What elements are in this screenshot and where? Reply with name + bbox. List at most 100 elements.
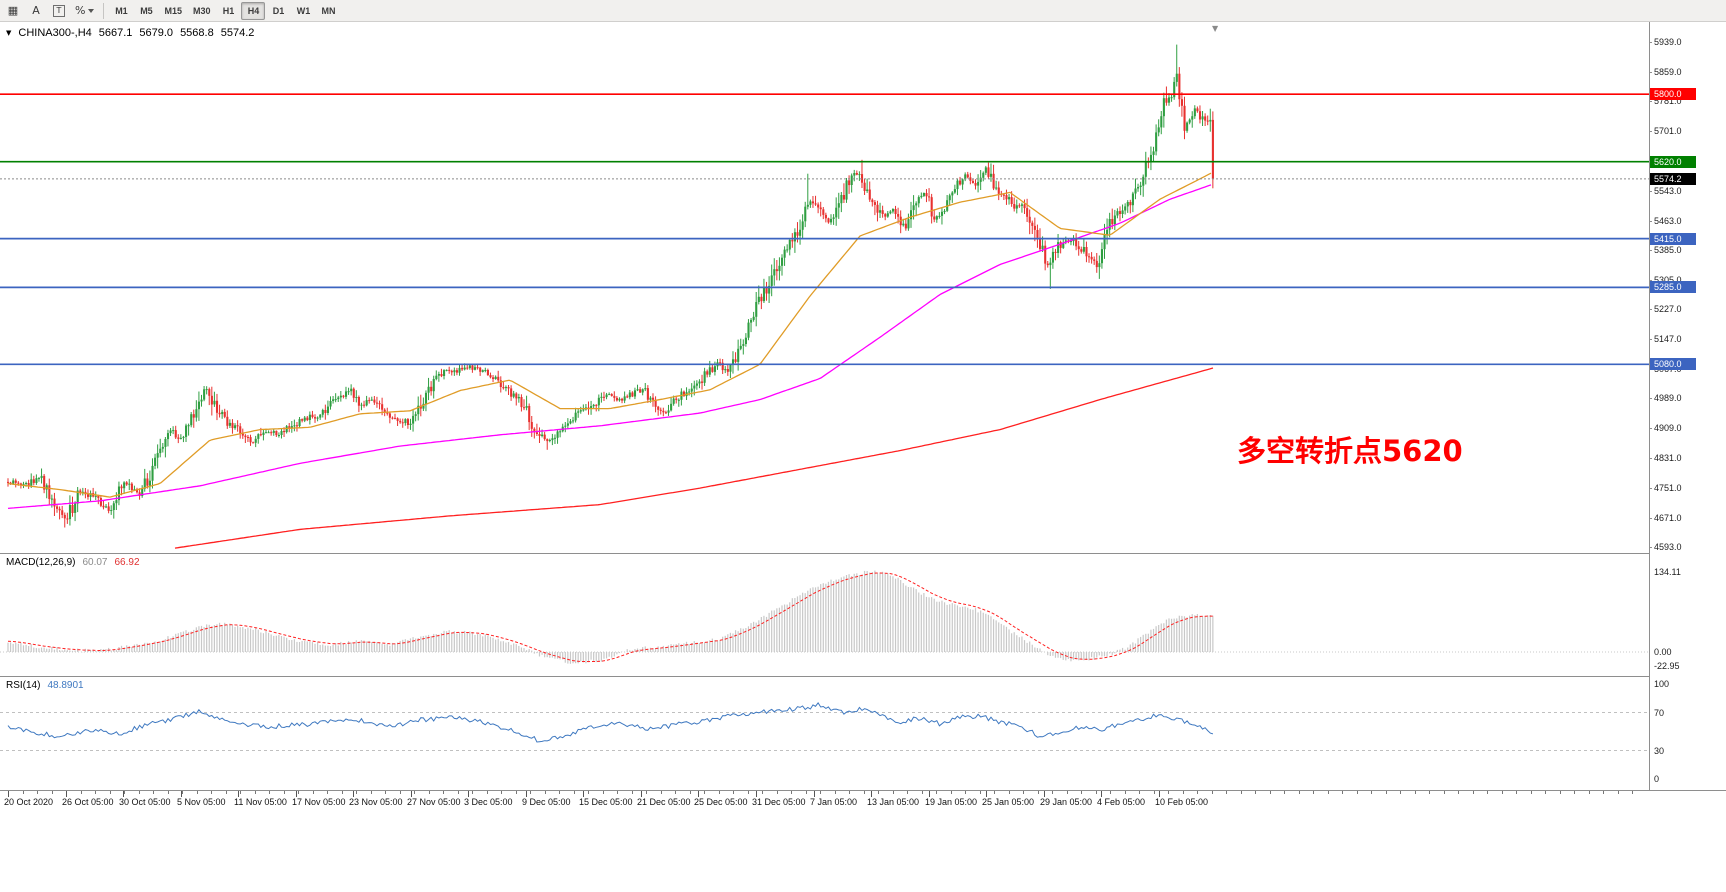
- text-tool-icon[interactable]: T: [48, 2, 70, 20]
- chart-shift-marker-icon[interactable]: ▼: [1212, 24, 1219, 33]
- time-minor-tick: [443, 791, 444, 794]
- time-minor-tick: [312, 791, 314, 794]
- time-minor-tick: [124, 791, 125, 794]
- dropdown-arrow-icon: [88, 8, 95, 13]
- hline-price-tag: 5285.0: [1650, 281, 1696, 294]
- time-axis[interactable]: 20 Oct 2020 26 Oct 05:00 30 Oct 05:00 5 Nov…: [0, 791, 1649, 809]
- time-minor-tick: [385, 791, 386, 794]
- timeframe-button-H4[interactable]: H4: [241, 1, 266, 20]
- time-minor-tick: [254, 791, 256, 794]
- rsi-label: RSI(14): [6, 680, 41, 691]
- time-minor-tick: [457, 791, 459, 794]
- time-minor-tick: [182, 791, 183, 794]
- time-minor-tick: [805, 791, 807, 794]
- axis-tick-mark: [1649, 279, 1652, 281]
- time-minor-tick: [298, 791, 299, 794]
- time-major-tick: [756, 791, 757, 797]
- time-minor-tick: [646, 791, 647, 794]
- time-major-tick: [871, 791, 872, 797]
- time-minor-tick: [878, 791, 879, 794]
- time-minor-tick: [1545, 791, 1546, 794]
- axis-tick-mark: [1649, 249, 1652, 251]
- time-minor-tick: [530, 791, 531, 794]
- time-label: 27 Nov 05:00: [407, 797, 461, 807]
- time-minor-tick: [1356, 791, 1358, 794]
- time-major-tick: [641, 791, 642, 797]
- time-minor-tick: [979, 791, 981, 794]
- timeframe-button-MN[interactable]: MN: [321, 5, 336, 16]
- time-minor-tick: [1066, 791, 1068, 794]
- time-label: 21 Dec 05:00: [637, 797, 691, 807]
- time-minor-tick: [863, 791, 865, 794]
- time-minor-tick: [80, 791, 82, 794]
- timeframe-button-M5[interactable]: M5: [140, 5, 153, 16]
- time-minor-tick: [950, 791, 952, 794]
- rsi-line: [7, 702, 1214, 743]
- time-minor-tick: [631, 791, 633, 794]
- time-minor-tick: [1530, 791, 1532, 794]
- macd-tick-label: 134.11: [1654, 567, 1681, 577]
- time-minor-tick: [196, 791, 198, 794]
- panel-separator[interactable]: [0, 676, 1726, 677]
- one-click-trading-dropdown-icon[interactable]: ▼: [6, 29, 12, 37]
- axis-tick-mark: [1649, 42, 1652, 43]
- price-tick-label: 4909.0: [1654, 423, 1682, 434]
- time-minor-tick: [892, 791, 894, 794]
- grid-chart-icon[interactable]: ▦: [2, 2, 24, 20]
- macd-tick-label: -22.95: [1654, 660, 1680, 671]
- ma-mid-line: [7, 184, 1212, 510]
- timeframe-button-M30[interactable]: M30: [192, 5, 211, 16]
- time-minor-tick: [1124, 791, 1126, 794]
- timeframe-button-W1[interactable]: W1: [296, 5, 311, 16]
- time-minor-tick: [1487, 791, 1488, 794]
- cursor-a-icon[interactable]: A: [25, 2, 47, 20]
- time-minor-tick: [1574, 791, 1575, 794]
- time-minor-tick: [51, 791, 53, 794]
- time-minor-tick: [617, 791, 618, 794]
- time-major-tick: [929, 791, 930, 797]
- panel-separator[interactable]: [0, 553, 1726, 554]
- axis-tick-mark: [1649, 339, 1652, 341]
- time-major-tick: [353, 791, 354, 797]
- timeframe-button-H1[interactable]: H1: [222, 5, 235, 16]
- chart-annotation[interactable]: 多空转折点5620: [1237, 434, 1463, 468]
- hline-price-tag: 5080.0: [1650, 358, 1696, 371]
- toolbar: ▦ A T% M1 M5 M15 M30 H1 H4 D1 W1 MN: [0, 0, 1726, 22]
- chart-plot-area[interactable]: [0, 0, 1649, 790]
- time-label: 9 Dec 05:00: [522, 797, 571, 807]
- price-tick-label: 4751.0: [1654, 482, 1682, 493]
- time-minor-tick: [327, 791, 328, 794]
- time-minor-tick: [167, 791, 169, 794]
- price-tick-label: 5939.0: [1654, 37, 1682, 47]
- timeframe-button-group: M1 M5 M15 M30 H1 H4 D1 W1 MN: [109, 1, 340, 20]
- price-tick-label: 5781.0: [1654, 96, 1682, 107]
- time-minor-tick: [1037, 791, 1039, 794]
- price-tick-label: 4831.0: [1654, 452, 1682, 463]
- price-tick-label: 4671.0: [1654, 512, 1682, 523]
- time-minor-tick: [1501, 791, 1503, 794]
- timeframe-button-D1[interactable]: D1: [272, 5, 285, 16]
- toolbar-separator: [103, 2, 105, 19]
- axis-tick-mark: [1649, 487, 1652, 489]
- time-major-tick: [1044, 791, 1045, 797]
- time-minor-tick: [1588, 791, 1590, 794]
- timeframe-button-M15[interactable]: M15: [164, 5, 182, 16]
- price-axis[interactable]: 5939.0 5859.0 5781.0 5701.0 5620.0 5543.0 5463…: [1649, 22, 1726, 790]
- time-minor-tick: [1414, 791, 1416, 794]
- time-major-tick: [66, 791, 67, 797]
- drawing-style-dropdown[interactable]: %: [71, 2, 98, 20]
- time-label: 20 Oct 2020: [4, 797, 54, 807]
- axis-tick-mark: [1649, 547, 1652, 548]
- time-major-tick: [411, 791, 412, 797]
- timeframe-button-M1[interactable]: M1: [115, 5, 128, 16]
- time-minor-tick: [936, 791, 937, 794]
- time-minor-tick: [153, 791, 154, 794]
- time-label: 19 Jan 05:00: [925, 797, 978, 807]
- time-minor-tick: [588, 791, 589, 794]
- axis-tick-mark: [1649, 190, 1652, 192]
- axis-tick-mark: [1649, 101, 1652, 103]
- time-minor-tick: [1052, 791, 1053, 794]
- time-minor-tick: [907, 791, 908, 794]
- time-minor-tick: [486, 791, 488, 794]
- time-minor-tick: [1327, 791, 1329, 794]
